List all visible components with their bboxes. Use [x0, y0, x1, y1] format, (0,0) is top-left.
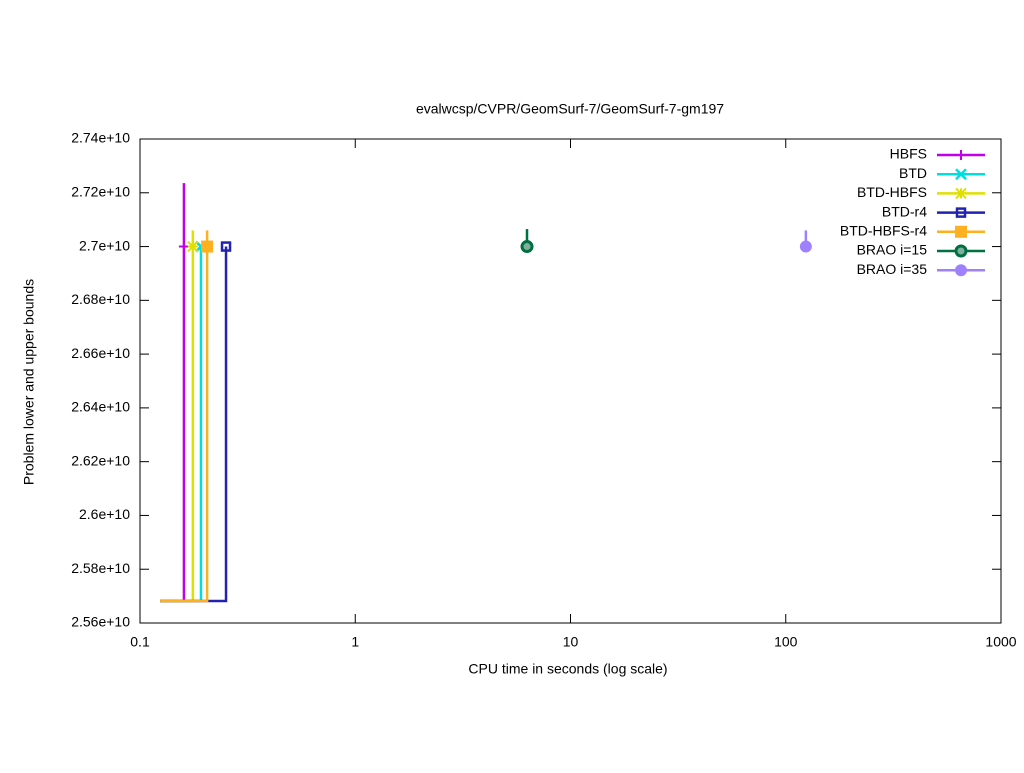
- marker: [201, 240, 214, 253]
- x-tick-label: 0.1: [130, 634, 150, 650]
- series-line: [160, 246, 195, 603]
- legend-label: BTD-HBFS: [857, 184, 927, 200]
- x-axis-label: CPU time in seconds (log scale): [468, 661, 667, 677]
- series-line: [160, 246, 186, 603]
- y-tick-label: 2.62e+10: [71, 452, 130, 468]
- marker: [187, 240, 199, 253]
- x-tick-label: 1000: [985, 634, 1016, 650]
- legend-label: HBFS: [890, 146, 927, 162]
- chart-title: evalwcsp/CVPR/GeomSurf-7/GeomSurf-7-gm19…: [416, 101, 724, 117]
- y-tick-label: 2.7e+10: [79, 237, 130, 253]
- marker: [178, 241, 189, 252]
- y-axis-label: Problem lower and upper bounds: [21, 279, 37, 485]
- y-tick-label: 2.66e+10: [71, 345, 130, 361]
- x-tick-label: 10: [563, 634, 579, 650]
- plot-frame: [139, 138, 1002, 624]
- legend-label: BRAO i=15: [857, 242, 928, 258]
- legend-marker: [956, 150, 966, 160]
- legend-marker: [955, 225, 967, 238]
- legend-label: BTD-r4: [882, 203, 927, 219]
- marker: [520, 240, 534, 254]
- legend-marker: [955, 168, 967, 181]
- marker: [220, 241, 232, 252]
- legend-label: BTD-HBFS-r4: [840, 223, 927, 239]
- legend-label: BTD: [899, 165, 927, 181]
- y-tick-label: 2.74e+10: [71, 130, 130, 146]
- x-tick-label: 1: [351, 634, 359, 650]
- y-tick-label: 2.72e+10: [71, 183, 130, 199]
- series-line: [160, 246, 203, 603]
- marker: [799, 240, 812, 253]
- y-tick-label: 2.68e+10: [71, 291, 130, 307]
- legend-marker: [955, 207, 967, 218]
- legend-marker: [954, 244, 968, 258]
- legend-label: BRAO i=35: [857, 261, 928, 277]
- legend-marker: [955, 264, 967, 277]
- y-tick-label: 2.6e+10: [79, 506, 130, 522]
- x-tick-label: 100: [774, 634, 798, 650]
- y-tick-label: 2.58e+10: [71, 560, 130, 576]
- y-tick-label: 2.64e+10: [71, 399, 130, 415]
- series-line: [160, 246, 209, 603]
- y-tick-label: 2.56e+10: [71, 614, 130, 630]
- legend-marker: [955, 187, 967, 200]
